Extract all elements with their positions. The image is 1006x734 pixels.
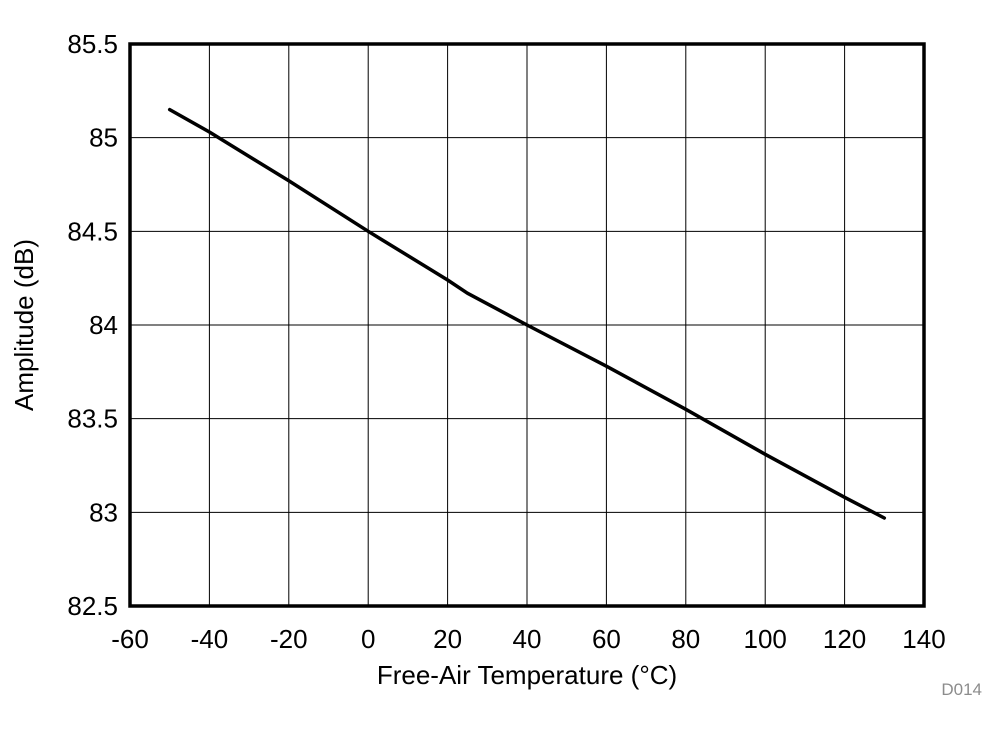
x-tick-label: -20 bbox=[270, 624, 308, 654]
x-tick-label: 140 bbox=[902, 624, 945, 654]
y-tick-label: 83 bbox=[89, 497, 118, 527]
y-tick-label: 84.5 bbox=[67, 216, 118, 246]
y-tick-label: 85.5 bbox=[67, 29, 118, 59]
x-tick-label: 0 bbox=[361, 624, 375, 654]
plot-frame bbox=[128, 42, 926, 608]
x-tick-label: 20 bbox=[433, 624, 462, 654]
x-axis-title: Free-Air Temperature (°C) bbox=[377, 660, 677, 690]
figure-id: D014 bbox=[941, 680, 982, 699]
y-tick-label: 83.5 bbox=[67, 404, 118, 434]
series-line bbox=[167, 107, 887, 520]
x-tick-label: -40 bbox=[191, 624, 229, 654]
x-tick-label: 60 bbox=[592, 624, 621, 654]
x-tick-label: 40 bbox=[513, 624, 542, 654]
series-layer bbox=[167, 107, 887, 520]
y-tick-labels: 82.5 83 83.5 84 84.5 85 85.5 bbox=[67, 29, 118, 621]
y-tick-label: 84 bbox=[89, 310, 118, 340]
y-tick-label: 82.5 bbox=[67, 591, 118, 621]
x-tick-label: 80 bbox=[671, 624, 700, 654]
y-tick-label: 85 bbox=[89, 123, 118, 153]
x-tick-labels: -60 -40 -20 0 20 40 60 80 100 120 140 bbox=[111, 624, 945, 654]
y-axis-title: Amplitude (dB) bbox=[9, 239, 39, 411]
x-tick-label: 100 bbox=[744, 624, 787, 654]
x-tick-label: -60 bbox=[111, 624, 149, 654]
x-tick-label: 120 bbox=[823, 624, 866, 654]
